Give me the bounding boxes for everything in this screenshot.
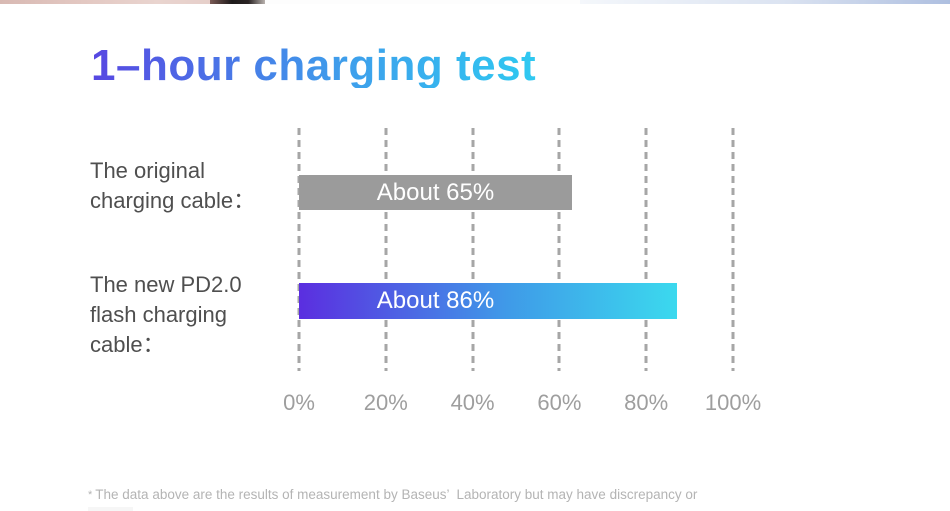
x-tick-label: 100% <box>704 390 762 415</box>
x-tick-label: 60% <box>537 390 582 415</box>
gridline-80 <box>644 128 648 371</box>
category-label-line: flash charging cable： <box>90 302 227 357</box>
bar-chart-plot-area: About 65% About 86% <box>297 128 735 371</box>
bar-pd-cable: About 86% <box>299 283 677 319</box>
gridline-60 <box>557 128 561 371</box>
bar-value-label: About 86% <box>376 287 495 314</box>
gridline-100 <box>731 128 735 371</box>
top-sliver-blue-segment <box>580 0 950 4</box>
bar-original-cable: About 65% <box>299 175 573 210</box>
x-tick-label: 0% <box>283 390 315 415</box>
category-label-line: The original <box>90 158 205 183</box>
x-tick-label: 20% <box>363 390 408 415</box>
category-label-pd-cable: The new PD2.0 flash charging cable： <box>90 270 305 360</box>
page-title: 1–hour charging test <box>91 41 537 90</box>
gridline-20 <box>384 128 388 371</box>
category-label-original-cable: The original charging cable： <box>90 156 305 216</box>
footnote-line-1: * The data above are the results of measu… <box>88 485 800 506</box>
top-sliver-pink-segment <box>0 0 210 4</box>
x-axis-tick-labels: 0% 20% 40% 60% 80% 100% <box>283 390 761 416</box>
x-tick-label: 40% <box>450 390 495 415</box>
footnote-text: The data above are the results of measur… <box>95 487 698 502</box>
footnote-asterisk: * <box>88 489 93 501</box>
x-tick-label: 80% <box>624 390 669 415</box>
category-label-line: charging cable： <box>90 188 256 213</box>
top-sliver-white-segment <box>265 0 580 4</box>
footnote: * The data above are the results of measu… <box>88 444 800 511</box>
gridline-40 <box>471 128 475 371</box>
bar-value-label: About 65% <box>376 178 495 206</box>
top-image-sliver <box>0 0 950 4</box>
bottom-image-sliver <box>88 507 133 511</box>
gridline-0 <box>297 128 301 371</box>
top-sliver-dark-segment <box>210 0 265 4</box>
category-label-line: The new PD2.0 <box>90 272 242 297</box>
